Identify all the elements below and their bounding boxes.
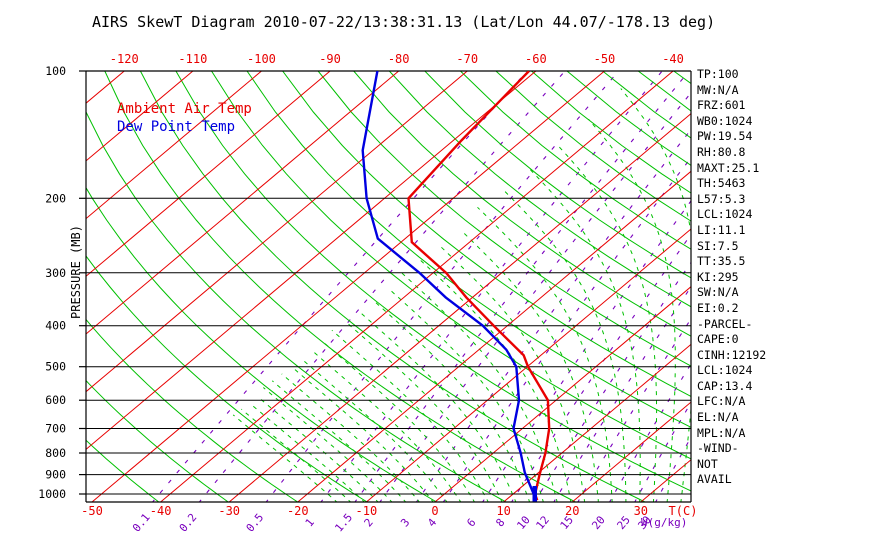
axis-label: -20 <box>287 504 309 518</box>
dewpoint-curve <box>361 71 537 501</box>
stats-line: PW:19.54 <box>697 129 753 144</box>
mixing-ratio-lines <box>151 71 691 502</box>
dewpoint-surface-stub-rect <box>532 486 537 502</box>
axis-label: 10 <box>496 504 510 518</box>
chart-title: AIRS SkewT Diagram 2010-07-22/13:38:31.1… <box>92 13 716 31</box>
axis-label: 300 <box>45 266 66 280</box>
axis-label: 1000 <box>38 487 66 501</box>
axis-label: -40 <box>662 52 684 66</box>
stats-line: LI:11.1 <box>697 222 746 237</box>
stats-line: LCL:1024 <box>697 363 753 378</box>
stats-line: MW:N/A <box>697 82 739 97</box>
stats-line: CINH:12192 <box>697 347 767 362</box>
temperature-curve <box>407 71 551 501</box>
axis-label: T(C) <box>669 504 698 518</box>
axis-label: -60 <box>525 52 547 66</box>
stats-line: TP:100 <box>697 67 739 81</box>
axis-label: 400 <box>45 319 66 333</box>
bottom-temp-labels: -50 -40 -30 -20 -10 0 10 20 30 T(C) <box>81 504 697 518</box>
axis-label: 0 <box>431 504 438 518</box>
axis-label: -120 <box>110 52 139 66</box>
axis-label: 500 <box>45 360 66 374</box>
axis-label: 8 <box>493 516 507 529</box>
axis-label: 3 <box>398 516 412 529</box>
axis-label: -40 <box>150 504 172 518</box>
axis-label: 900 <box>45 468 66 482</box>
dry-adiabat-lines <box>86 71 691 502</box>
legend-ambient-air-temp: Ambient Air Temp <box>117 101 252 117</box>
pressure-grid-lines <box>79 70 692 503</box>
axis-label: 6 <box>464 516 478 529</box>
axis-label: 12 <box>534 513 552 532</box>
mixing-ratio-labels: 0.1 0.2 0.5 1 1.5 2 3 4 6 8 10 12 15 20 25 30W(g/kg) <box>130 511 687 535</box>
stats-line: WB0:1024 <box>697 113 753 128</box>
isotherm-lines <box>86 71 691 502</box>
axis-label: -30 <box>218 504 240 518</box>
axis-label: 600 <box>45 393 66 407</box>
top-temp-labels: -120 -110 -100 -90 -80 -70 -60 -50 -40 <box>110 52 684 66</box>
axis-label: 20 <box>589 513 607 532</box>
stats-line: KI:295 <box>697 269 739 284</box>
stats-line: EI:0.2 <box>697 300 739 315</box>
stats-line: CAP:13.4 <box>697 378 753 393</box>
axis-label: 800 <box>45 446 66 460</box>
stats-line: L57:5.3 <box>697 191 746 206</box>
axis-label: -10 <box>356 504 378 518</box>
stats-line: NOT <box>697 456 718 471</box>
axis-label: -50 <box>594 52 616 66</box>
axis-label: 10 <box>514 513 532 532</box>
stats-line: FRZ:601 <box>697 98 746 113</box>
moist-adiabat-lines <box>232 88 691 502</box>
stats-line: -PARCEL- <box>697 316 753 331</box>
stats-line: CAPE:0 <box>697 332 739 347</box>
axis-label: 100 <box>45 64 66 78</box>
axis-label: -100 <box>247 52 276 66</box>
stats-line: SW:N/A <box>697 285 739 300</box>
axis-label: 0.5 <box>244 511 267 535</box>
stats-line: SI:7.5 <box>697 238 739 253</box>
stats-line: MPL:N/A <box>697 425 746 440</box>
axis-label: -70 <box>456 52 478 66</box>
axis-label: -80 <box>388 52 410 66</box>
axis-label: 700 <box>45 421 66 435</box>
pressure-axis-title: PRESSURE (MB) <box>69 225 83 319</box>
axis-label: 30 <box>634 504 648 518</box>
legend-dew-point-temp: Dew Point Temp <box>117 119 236 135</box>
stats-line: RH:80.8 <box>697 144 746 159</box>
axis-label: W(g/kg) <box>641 516 687 529</box>
stats-line: MAXT:25.1 <box>697 160 760 175</box>
axis-label: -50 <box>81 504 103 518</box>
stats-line: EL:N/A <box>697 410 739 425</box>
axis-label: 0.2 <box>177 511 200 535</box>
stats-line: TH:5463 <box>697 176 746 191</box>
axis-label: -90 <box>319 52 341 66</box>
axis-label: 200 <box>45 191 66 205</box>
stats-line: LFC:N/A <box>697 394 746 409</box>
axis-label: 25 <box>614 513 632 532</box>
stats-line: LCL:1024 <box>697 207 753 222</box>
pressure-tick-labels: 100 200 300 400 500 600 700 800 900 1000 <box>38 64 66 501</box>
axis-label: 1 <box>303 516 317 529</box>
axis-label: 1.5 <box>332 511 355 535</box>
axis-label: 2 <box>362 516 376 529</box>
axis-label: 20 <box>565 504 579 518</box>
stats-line: AVAIL <box>697 472 732 487</box>
dewpoint-surface-stub <box>532 486 537 502</box>
stats-panel: TP:100 MW:N/A FRZ:601 WB0:1024 PW:19.54 RH:80… <box>697 67 766 488</box>
stats-line: -WIND- <box>697 441 739 456</box>
axis-label: -110 <box>178 52 207 66</box>
stats-line: TT:35.5 <box>697 254 746 269</box>
